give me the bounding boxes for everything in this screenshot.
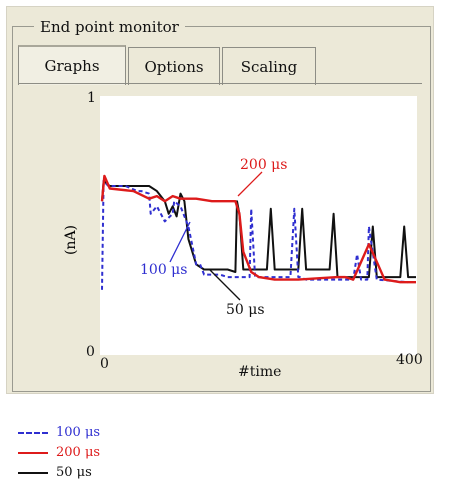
leader-200us (237, 171, 263, 197)
x-tick-min: 0 (100, 356, 109, 372)
legend-item-50us: 50 μs (18, 465, 92, 480)
y-tick-max: 1 (87, 90, 96, 106)
series-line-0 (101, 180, 409, 290)
legend-item-100us: 100 μs (18, 425, 100, 440)
annotation-100us: 100 μs (140, 262, 188, 278)
annotation-200us: 200 μs (240, 157, 288, 173)
tab-scaling[interactable]: Scaling (222, 47, 316, 85)
y-tick-min: 0 (86, 344, 95, 360)
group-title: End point monitor (34, 18, 185, 36)
legend-label-200us: 200 μs (56, 445, 101, 460)
legend-swatch-200us (18, 451, 48, 454)
legend-item-200us: 200 μs (18, 445, 100, 460)
x-axis-label: #time (238, 364, 282, 380)
legend-label-100us: 100 μs (56, 425, 101, 440)
leader-100us (169, 221, 191, 263)
group-box (12, 26, 431, 392)
legend-swatch-50us (18, 471, 48, 474)
x-tick-max: 400 (396, 352, 423, 368)
plot-area (100, 96, 417, 355)
tab-options[interactable]: Options (128, 47, 220, 85)
tab-graphs[interactable]: Graphs (18, 45, 126, 85)
leader-50us (209, 269, 241, 301)
legend-swatch-100us (18, 431, 48, 434)
series-line-1 (100, 174, 416, 284)
legend-label-50us: 50 μs (56, 465, 92, 480)
tab-content (18, 83, 422, 383)
annotation-50us: 50 μs (226, 302, 265, 318)
